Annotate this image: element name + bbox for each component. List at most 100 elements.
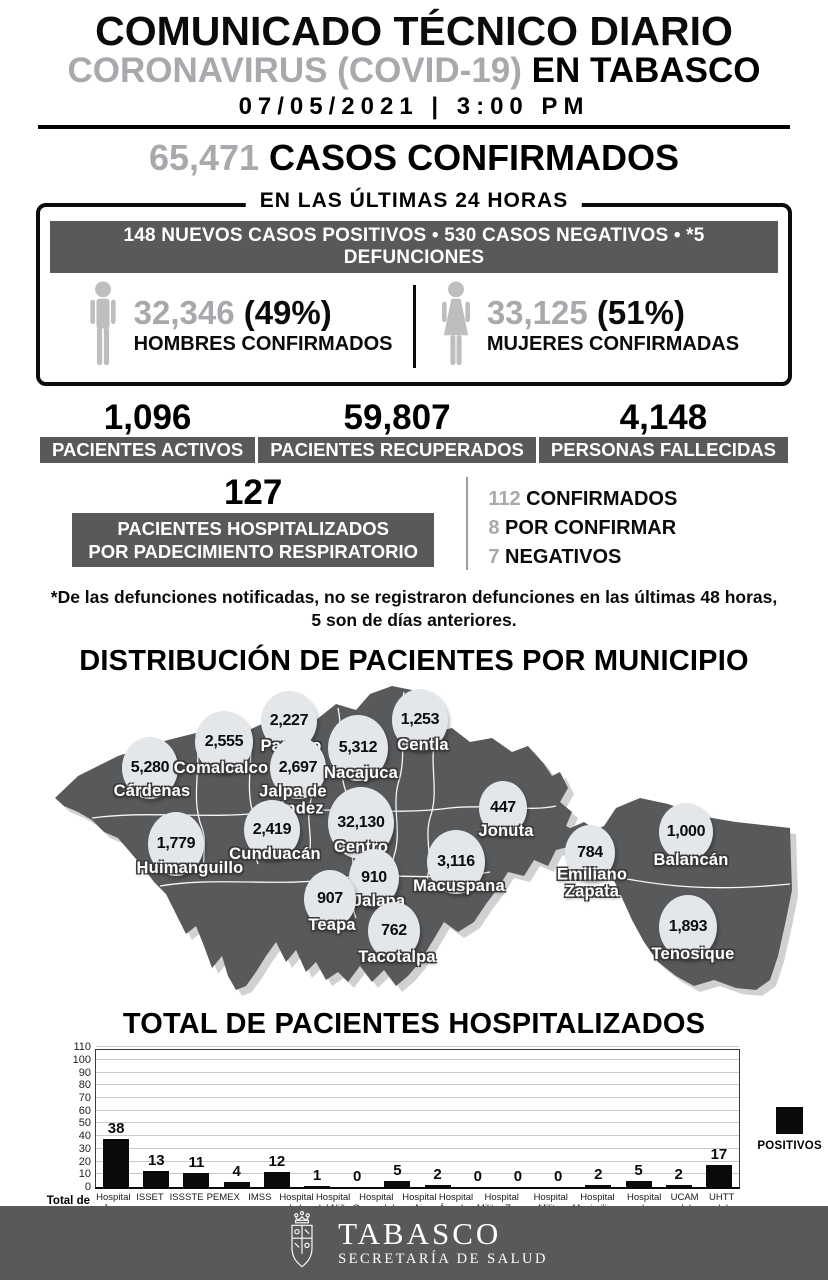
subtitle-coronavirus: CORONAVIRUS (COVID-19) <box>67 51 522 91</box>
footnote-line1: *De las defunciones notificadas, no se r… <box>50 586 778 607</box>
stat-recovered: 59,807 PACIENTES RECUPERADOS <box>258 400 536 463</box>
legend-swatch <box>776 1107 804 1135</box>
municipality-value: 1,893 <box>668 918 708 936</box>
confirmed-text: CONFIRMADOS <box>520 487 678 510</box>
municipality-value: 910 <box>361 869 387 887</box>
negative-count: 7 <box>488 545 500 568</box>
municipality-bubble: 910 <box>349 849 399 908</box>
breakdown-negative: 7 NEGATIVOS <box>488 543 677 572</box>
tabasco-coat-of-arms-icon <box>280 1210 324 1276</box>
bar-slot: 5 <box>619 1050 659 1188</box>
deceased-label: PERSONAS FALLECIDAS <box>538 436 788 463</box>
women-label: MUJERES CONFIRMADAS <box>486 333 740 356</box>
active-label: PACIENTES ACTIVOS <box>40 436 256 463</box>
municipality-bubble: 1,779 <box>148 812 204 877</box>
bar-value-label: 2 <box>594 1165 603 1183</box>
y-axis-label: 30 <box>78 1142 91 1155</box>
chart-legend: POSITIVOS <box>757 1107 822 1152</box>
bar-positivos <box>625 1180 652 1188</box>
subtitle-tabasco: EN TABASCO <box>521 51 761 91</box>
bar-slot: 17 <box>699 1050 739 1188</box>
municipality-bubble: 5,312 <box>328 715 388 782</box>
y-axis-label: 50 <box>78 1117 91 1130</box>
municipality-bubble: 2,697 <box>270 737 326 800</box>
page-title: COMUNICADO TÉCNICO DIARIO <box>95 8 733 54</box>
y-axis-label: 40 <box>78 1130 91 1143</box>
hospitalized-label-line1: PACIENTES HOSPITALIZADOS <box>117 517 390 539</box>
municipality-bubble: 3,116 <box>427 830 485 895</box>
breakdown-pending: 8 POR CONFIRMAR <box>488 514 677 543</box>
gridline <box>96 1096 739 1098</box>
hospitalized-number: 127 <box>223 472 283 512</box>
hospitalized-breakdown: 112 CONFIRMADOS 8 POR CONFIRMAR 7 NEGATI… <box>468 475 677 572</box>
bar-value-label: 17 <box>710 1146 728 1164</box>
y-axis-label: 10 <box>78 1168 91 1181</box>
municipality-bubble: 784 <box>565 825 615 882</box>
bar-value-label: 0 <box>473 1168 482 1186</box>
bar-slot: 0 <box>538 1050 578 1187</box>
chart-plot-area: 0 10 20 30 40 50 60 70 80 90 100 110 38 13 11 4 12 1 0 5 2 0 0… <box>73 1041 740 1193</box>
bar-positivos <box>183 1173 210 1188</box>
municipality-value: 1,253 <box>400 711 440 729</box>
bar-positivos <box>304 1185 331 1188</box>
bar-slot: 1 <box>297 1050 337 1188</box>
active-number: 1,096 <box>103 397 192 437</box>
gridline <box>96 1147 739 1149</box>
y-axis-label: 100 <box>72 1053 91 1066</box>
municipality-value: 784 <box>577 844 603 862</box>
bar-slot: 0 <box>337 1050 377 1187</box>
municipality-label: Macuspana <box>413 876 505 895</box>
pending-count: 8 <box>488 516 500 539</box>
bar-positivos <box>103 1138 130 1188</box>
header-divider <box>38 124 790 129</box>
municipality-value: 1,779 <box>156 835 196 853</box>
municipality-label: Teapa <box>308 915 356 934</box>
municipality-bubble: 2,555 <box>195 711 253 774</box>
municipality-label: Cunduacán <box>229 844 321 863</box>
bar-slot: 13 <box>136 1050 176 1188</box>
gridline <box>96 1084 739 1086</box>
municipality-label: Jonuta <box>478 821 534 840</box>
gridline <box>96 1122 739 1124</box>
bar-value-label: 5 <box>393 1161 402 1179</box>
hospitalized-section: 127 PACIENTES HOSPITALIZADOS POR PADECIM… <box>40 475 788 572</box>
bar-value-label: 4 <box>232 1162 241 1180</box>
deceased-number: 4,148 <box>619 397 708 437</box>
municipality-bubble: 1,253 <box>392 689 448 752</box>
municipality-label: Comalcalco <box>173 758 269 777</box>
bar-slot: 38 <box>96 1050 136 1188</box>
gridline <box>96 1160 739 1162</box>
municipality-value: 2,227 <box>269 712 309 730</box>
bar-value-label: 12 <box>268 1152 286 1170</box>
hospitalized-label-line2: POR PADECIMIENTO RESPIRATORIO <box>88 540 418 562</box>
totals-row: 1,096 PACIENTES ACTIVOS 59,807 PACIENTES… <box>40 400 788 463</box>
report-datetime: 07/05/2021 | 3:00 PM <box>238 92 590 120</box>
bar-slot: 4 <box>217 1050 257 1188</box>
bar-slot: 0 <box>498 1050 538 1187</box>
y-axis-label: 90 <box>78 1066 91 1079</box>
footer-brand: TABASCO <box>338 1216 502 1251</box>
y-axis-label: 110 <box>73 1041 91 1054</box>
bar-positivos <box>665 1184 692 1188</box>
bar-positivos <box>384 1180 411 1188</box>
municipality-bubble: 1,893 <box>659 895 717 960</box>
municipality-label: Cárdenas <box>113 781 191 800</box>
municipality-label: Nacajuca <box>323 763 399 782</box>
bar-positivos <box>705 1165 732 1188</box>
municipality-value: 907 <box>317 890 343 908</box>
hospitalized-left: 127 PACIENTES HOSPITALIZADOS POR PADECIM… <box>40 472 466 568</box>
bar-positivos <box>263 1171 290 1188</box>
bar-slot: 11 <box>176 1050 216 1188</box>
municipality-bubble: 32,130 <box>328 787 394 860</box>
municipality-bubble: 447 <box>479 781 527 836</box>
y-axis-label: 20 <box>78 1155 91 1168</box>
pending-text: POR CONFIRMAR <box>499 516 677 539</box>
municipality-value: 762 <box>381 922 407 940</box>
gender-stats: 32,346 (49%) HOMBRES CONFIRMADOS <box>50 281 778 372</box>
recovered-number: 59,807 <box>343 397 451 437</box>
bar-value-label: 38 <box>107 1119 125 1137</box>
men-number: 32,346 <box>133 294 235 332</box>
women-pct: (51%) <box>587 294 685 332</box>
confirmed-cases: 65,471 CASOS CONFIRMADOS <box>0 137 828 179</box>
last24-section: EN LAS ÚLTIMAS 24 HORAS 148 NUEVOS CASOS… <box>36 188 792 386</box>
